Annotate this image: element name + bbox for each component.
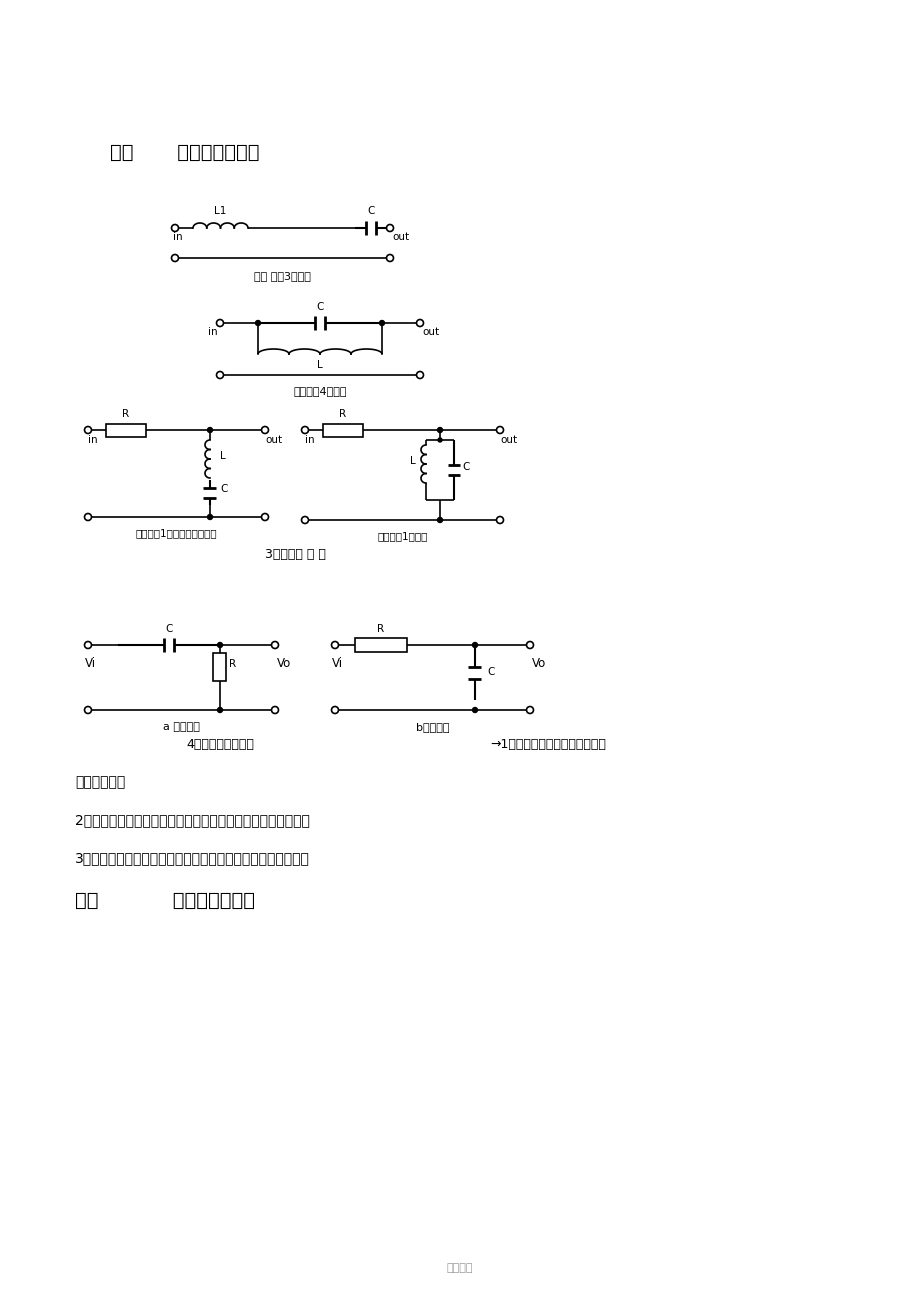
Text: C: C: [316, 302, 323, 312]
Text: out: out: [499, 435, 516, 445]
Text: R: R: [339, 409, 346, 419]
Text: 2、微分和积分电路电压变化过程分析，画出电压变化波形图。: 2、微分和积分电路电压变化过程分析，画出电压变化波形图。: [75, 812, 310, 827]
Text: L: L: [410, 456, 415, 466]
Text: in: in: [208, 327, 218, 337]
Text: Vo: Vo: [531, 658, 546, 671]
Circle shape: [255, 320, 260, 326]
Text: R: R: [229, 659, 236, 669]
Circle shape: [472, 707, 477, 712]
Circle shape: [208, 427, 212, 432]
Circle shape: [437, 427, 442, 432]
Text: 一、       微分和积分电路: 一、 微分和积分电路: [110, 142, 259, 161]
Text: Vi: Vi: [85, 658, 96, 671]
Circle shape: [437, 517, 442, 522]
Circle shape: [217, 707, 222, 712]
Text: 别和相同点。: 别和相同点。: [75, 775, 125, 789]
Text: Vi: Vi: [332, 658, 343, 671]
Bar: [213, 654, 226, 681]
Text: 信号滤波1一带阻（陷波器）: 信号滤波1一带阻（陷波器）: [135, 529, 217, 538]
Bar: [106, 423, 146, 436]
Circle shape: [208, 514, 212, 519]
Text: a 微分电路: a 微分电路: [163, 723, 199, 732]
Circle shape: [217, 642, 222, 647]
Circle shape: [472, 642, 477, 647]
Text: 推荐精选: 推荐精选: [447, 1263, 472, 1273]
Bar: [323, 423, 363, 436]
Text: L: L: [317, 359, 323, 370]
Text: L: L: [220, 450, 225, 461]
Text: 信号滤波4一带阻: 信号滤波4一带阻: [293, 385, 346, 396]
Text: Vo: Vo: [277, 658, 291, 671]
Text: C: C: [220, 484, 227, 495]
Text: R: R: [377, 624, 384, 634]
Text: 3、计算：时间常数，电压变化方程，电阻和电容参数的选择。: 3、计算：时间常数，电压变化方程，电阻和电容参数的选择。: [75, 852, 310, 865]
Circle shape: [380, 320, 384, 326]
Text: C: C: [165, 624, 173, 634]
Text: 3、信号滤 波 器: 3、信号滤 波 器: [265, 548, 325, 560]
Text: 二、           共射极放大电路: 二、 共射极放大电路: [75, 891, 255, 910]
Text: C: C: [486, 667, 494, 677]
Text: in: in: [305, 435, 314, 445]
Text: out: out: [422, 327, 438, 337]
Circle shape: [437, 437, 441, 441]
Text: →1、电路的作用，与滤波器的区: →1、电路的作用，与滤波器的区: [490, 738, 606, 751]
Text: in: in: [88, 435, 97, 445]
Text: C: C: [367, 206, 374, 216]
Text: R: R: [122, 409, 130, 419]
Bar: [355, 638, 406, 652]
Text: out: out: [265, 435, 282, 445]
Text: 信号滤波1一带通: 信号滤波1一带通: [377, 531, 427, 542]
Text: in: in: [173, 232, 183, 242]
Text: L1: L1: [214, 206, 226, 216]
Text: out: out: [391, 232, 409, 242]
Text: 4、微分和积分电路: 4、微分和积分电路: [186, 738, 254, 751]
Text: 信号 滤波3一带通: 信号 滤波3一带通: [254, 271, 311, 281]
Text: C: C: [461, 462, 469, 473]
Text: b积分电路: b积分电路: [415, 723, 448, 732]
